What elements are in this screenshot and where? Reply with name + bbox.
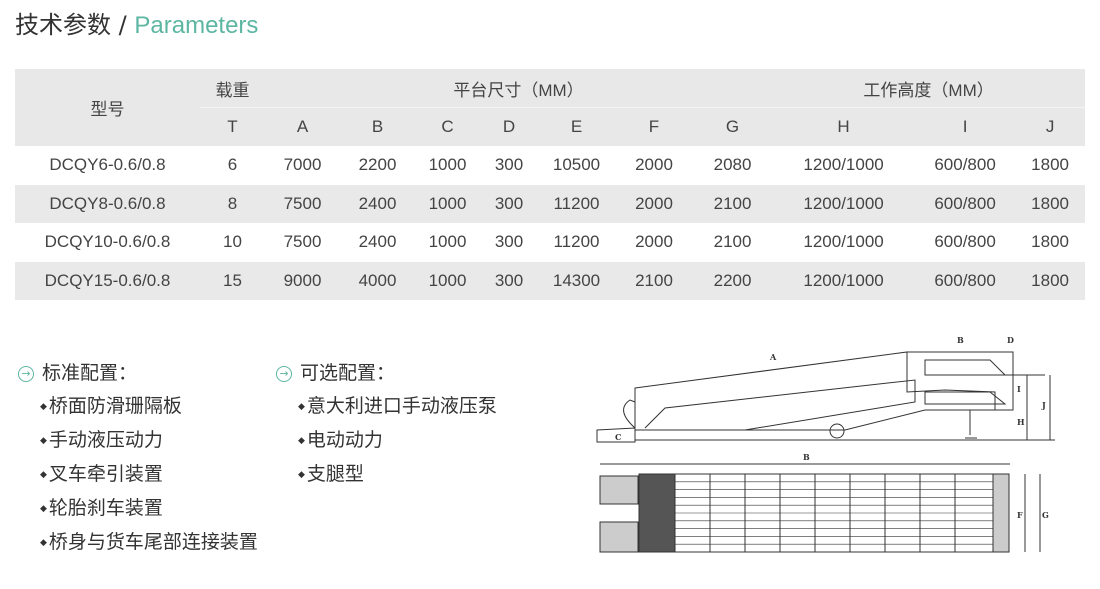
value-cell: 600/800 [934,232,996,252]
value-cell: 8 [227,193,238,213]
column-header-g: G [725,117,740,136]
value-cell: 300 [494,155,524,175]
value-cell: 1200/1000 [803,193,884,213]
value-cell: 1800 [1031,270,1069,290]
value-cell: 600/800 [934,270,996,290]
column-header-c: C [441,117,454,136]
model-cell: DCQY15-0.6/0.8 [44,270,171,290]
value-cell: 300 [494,193,524,213]
value-cell: 15 [223,270,242,290]
value-cell: 1200/1000 [803,270,884,290]
arrow-circle-icon: → [18,365,34,382]
value-cell: 600/800 [934,155,996,175]
value-cell: 2000 [635,155,673,175]
value-cell: 10 [223,232,242,252]
label-j: J [1041,400,1046,410]
label-c: C [615,432,621,442]
table-row: DCQY10-0.6/0.8 10 7500 2400 1000 300 11200 2000… [15,223,1085,262]
value-cell: 4000 [358,270,397,290]
value-cell: 2100 [713,193,752,213]
column-header-t: T [227,117,238,136]
column-header-d: D [502,117,516,136]
model-cell: DCQY10-0.6/0.8 [44,232,171,252]
column-header-h: H [837,117,850,136]
list-item: 支腿型 [276,458,497,492]
value-cell: 300 [494,270,524,290]
label-g: G [1042,510,1049,520]
value-cell: 10500 [552,155,601,175]
dock-ramp-diagram: A B D C I H J B F G [596,335,1055,553]
value-cell: 1200/1000 [803,232,884,252]
standard-heading: 标准配置： [42,362,138,384]
list-item: 电动动力 [276,424,497,458]
value-cell: 11200 [553,193,600,213]
value-cell: 300 [494,232,524,252]
value-cell: 1200/1000 [803,155,884,175]
value-cell: 2080 [713,155,752,175]
header-platform: 平台尺寸（MM） [265,69,773,108]
value-cell: 7500 [283,232,322,252]
value-cell: 9000 [283,270,322,290]
value-cell: 7500 [283,193,322,213]
value-cell: 2200 [358,155,397,175]
table-row: DCQY8-0.6/0.8 8 7500 2400 1000 300 11200 2000 21… [15,184,1086,223]
page-title: 技术参数 / Parameters [15,5,258,40]
label-d: D [1007,335,1014,345]
value-cell: 14300 [552,270,601,290]
value-cell: 1000 [428,270,467,290]
value-cell: 6 [227,155,238,175]
list-item: 桥身与货车尾部连接装置 [18,526,258,560]
title-cn: 技术参数 [15,11,111,39]
value-cell: 1800 [1031,232,1069,252]
model-cell: DCQY8-0.6/0.8 [49,193,166,213]
side-view: A B D C I H J [596,335,1055,443]
top-view: B F G [599,452,1049,553]
value-cell: 2200 [713,270,752,290]
list-item: 轮胎刹车装置 [18,492,258,526]
value-cell: 2000 [635,232,673,252]
column-header-i: I [962,117,968,136]
value-cell: 2400 [358,193,397,213]
value-cell: 600/800 [934,193,996,213]
table-row: DCQY15-0.6/0.8 15 9000 4000 1000 300 14300 2100… [15,261,1086,300]
value-cell: 2400 [358,232,397,252]
header-model: 型号 [90,100,125,119]
label-a: A [769,352,777,362]
table-row: DCQY6-0.6/0.8 6 7000 2200 1000 300 10500 2000 20… [15,146,1085,185]
arrow-circle-icon: → [276,365,292,382]
standard-config: → 标准配置： 桥面防滑珊隔板手动液压动力叉车牵引装置轮胎刹车装置桥身与货车尾部连… [18,357,258,560]
optional-config: → 可选配置： 意大利进口手动液压泵电动动力支腿型 [276,357,497,492]
value-cell: 1000 [428,232,467,252]
column-header-j: J [1045,117,1055,136]
list-item: 叉车牵引装置 [18,458,258,492]
model-cell: DCQY6-0.6/0.8 [49,155,166,175]
value-cell: 11200 [553,232,600,252]
title-separator: / [118,11,127,39]
value-cell: 1000 [428,193,467,213]
value-cell: 1800 [1031,155,1069,175]
list-item: 桥面防滑珊隔板 [18,390,258,424]
value-cell: 2100 [635,270,673,290]
column-header-e: E [570,117,583,136]
column-header-b: B [371,117,384,136]
list-item: 意大利进口手动液压泵 [276,390,497,424]
optional-heading: 可选配置： [300,362,396,384]
label-b-top: B [803,452,810,462]
value-cell: 2000 [635,193,673,213]
value-cell: 1800 [1031,193,1069,213]
column-header-f: F [648,117,660,136]
list-item: 手动液压动力 [18,424,258,458]
value-cell: 1000 [428,155,467,175]
header-height: 工作高度（MM） [772,69,1086,108]
label-h: H [1017,417,1025,427]
title-en: Parameters [134,12,259,39]
header-load: 载重 [200,69,265,108]
parameters-table: 型号 载重 平台尺寸（MM） 工作高度（MM） T A B C D E F G H I J DCQY… [15,69,1086,300]
label-f: F [1017,510,1023,520]
value-cell: 2100 [713,232,752,252]
column-header-a: A [296,117,309,136]
value-cell: 7000 [283,155,322,175]
label-b-side: B [957,335,964,345]
label-i: I [1017,384,1021,394]
